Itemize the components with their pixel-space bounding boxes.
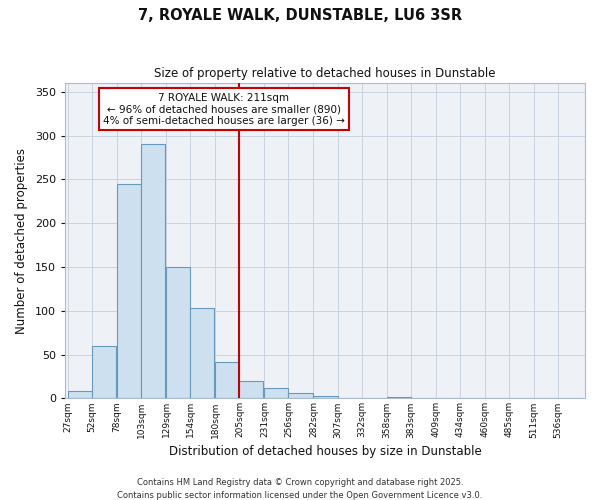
Bar <box>215 362 239 399</box>
Bar <box>68 392 92 398</box>
Bar <box>141 144 165 398</box>
Bar <box>265 388 289 398</box>
Bar <box>239 381 263 398</box>
Bar <box>166 267 190 398</box>
Text: 7 ROYALE WALK: 211sqm
← 96% of detached houses are smaller (890)
4% of semi-deta: 7 ROYALE WALK: 211sqm ← 96% of detached … <box>103 92 344 126</box>
Bar <box>289 393 313 398</box>
Bar <box>190 308 214 398</box>
Bar <box>313 396 338 398</box>
Title: Size of property relative to detached houses in Dunstable: Size of property relative to detached ho… <box>154 68 496 80</box>
Text: 7, ROYALE WALK, DUNSTABLE, LU6 3SR: 7, ROYALE WALK, DUNSTABLE, LU6 3SR <box>138 8 462 22</box>
Bar <box>117 184 141 398</box>
Text: Contains HM Land Registry data © Crown copyright and database right 2025.
Contai: Contains HM Land Registry data © Crown c… <box>118 478 482 500</box>
Bar <box>92 346 116 399</box>
Bar <box>386 396 411 398</box>
Y-axis label: Number of detached properties: Number of detached properties <box>15 148 28 334</box>
X-axis label: Distribution of detached houses by size in Dunstable: Distribution of detached houses by size … <box>169 444 481 458</box>
